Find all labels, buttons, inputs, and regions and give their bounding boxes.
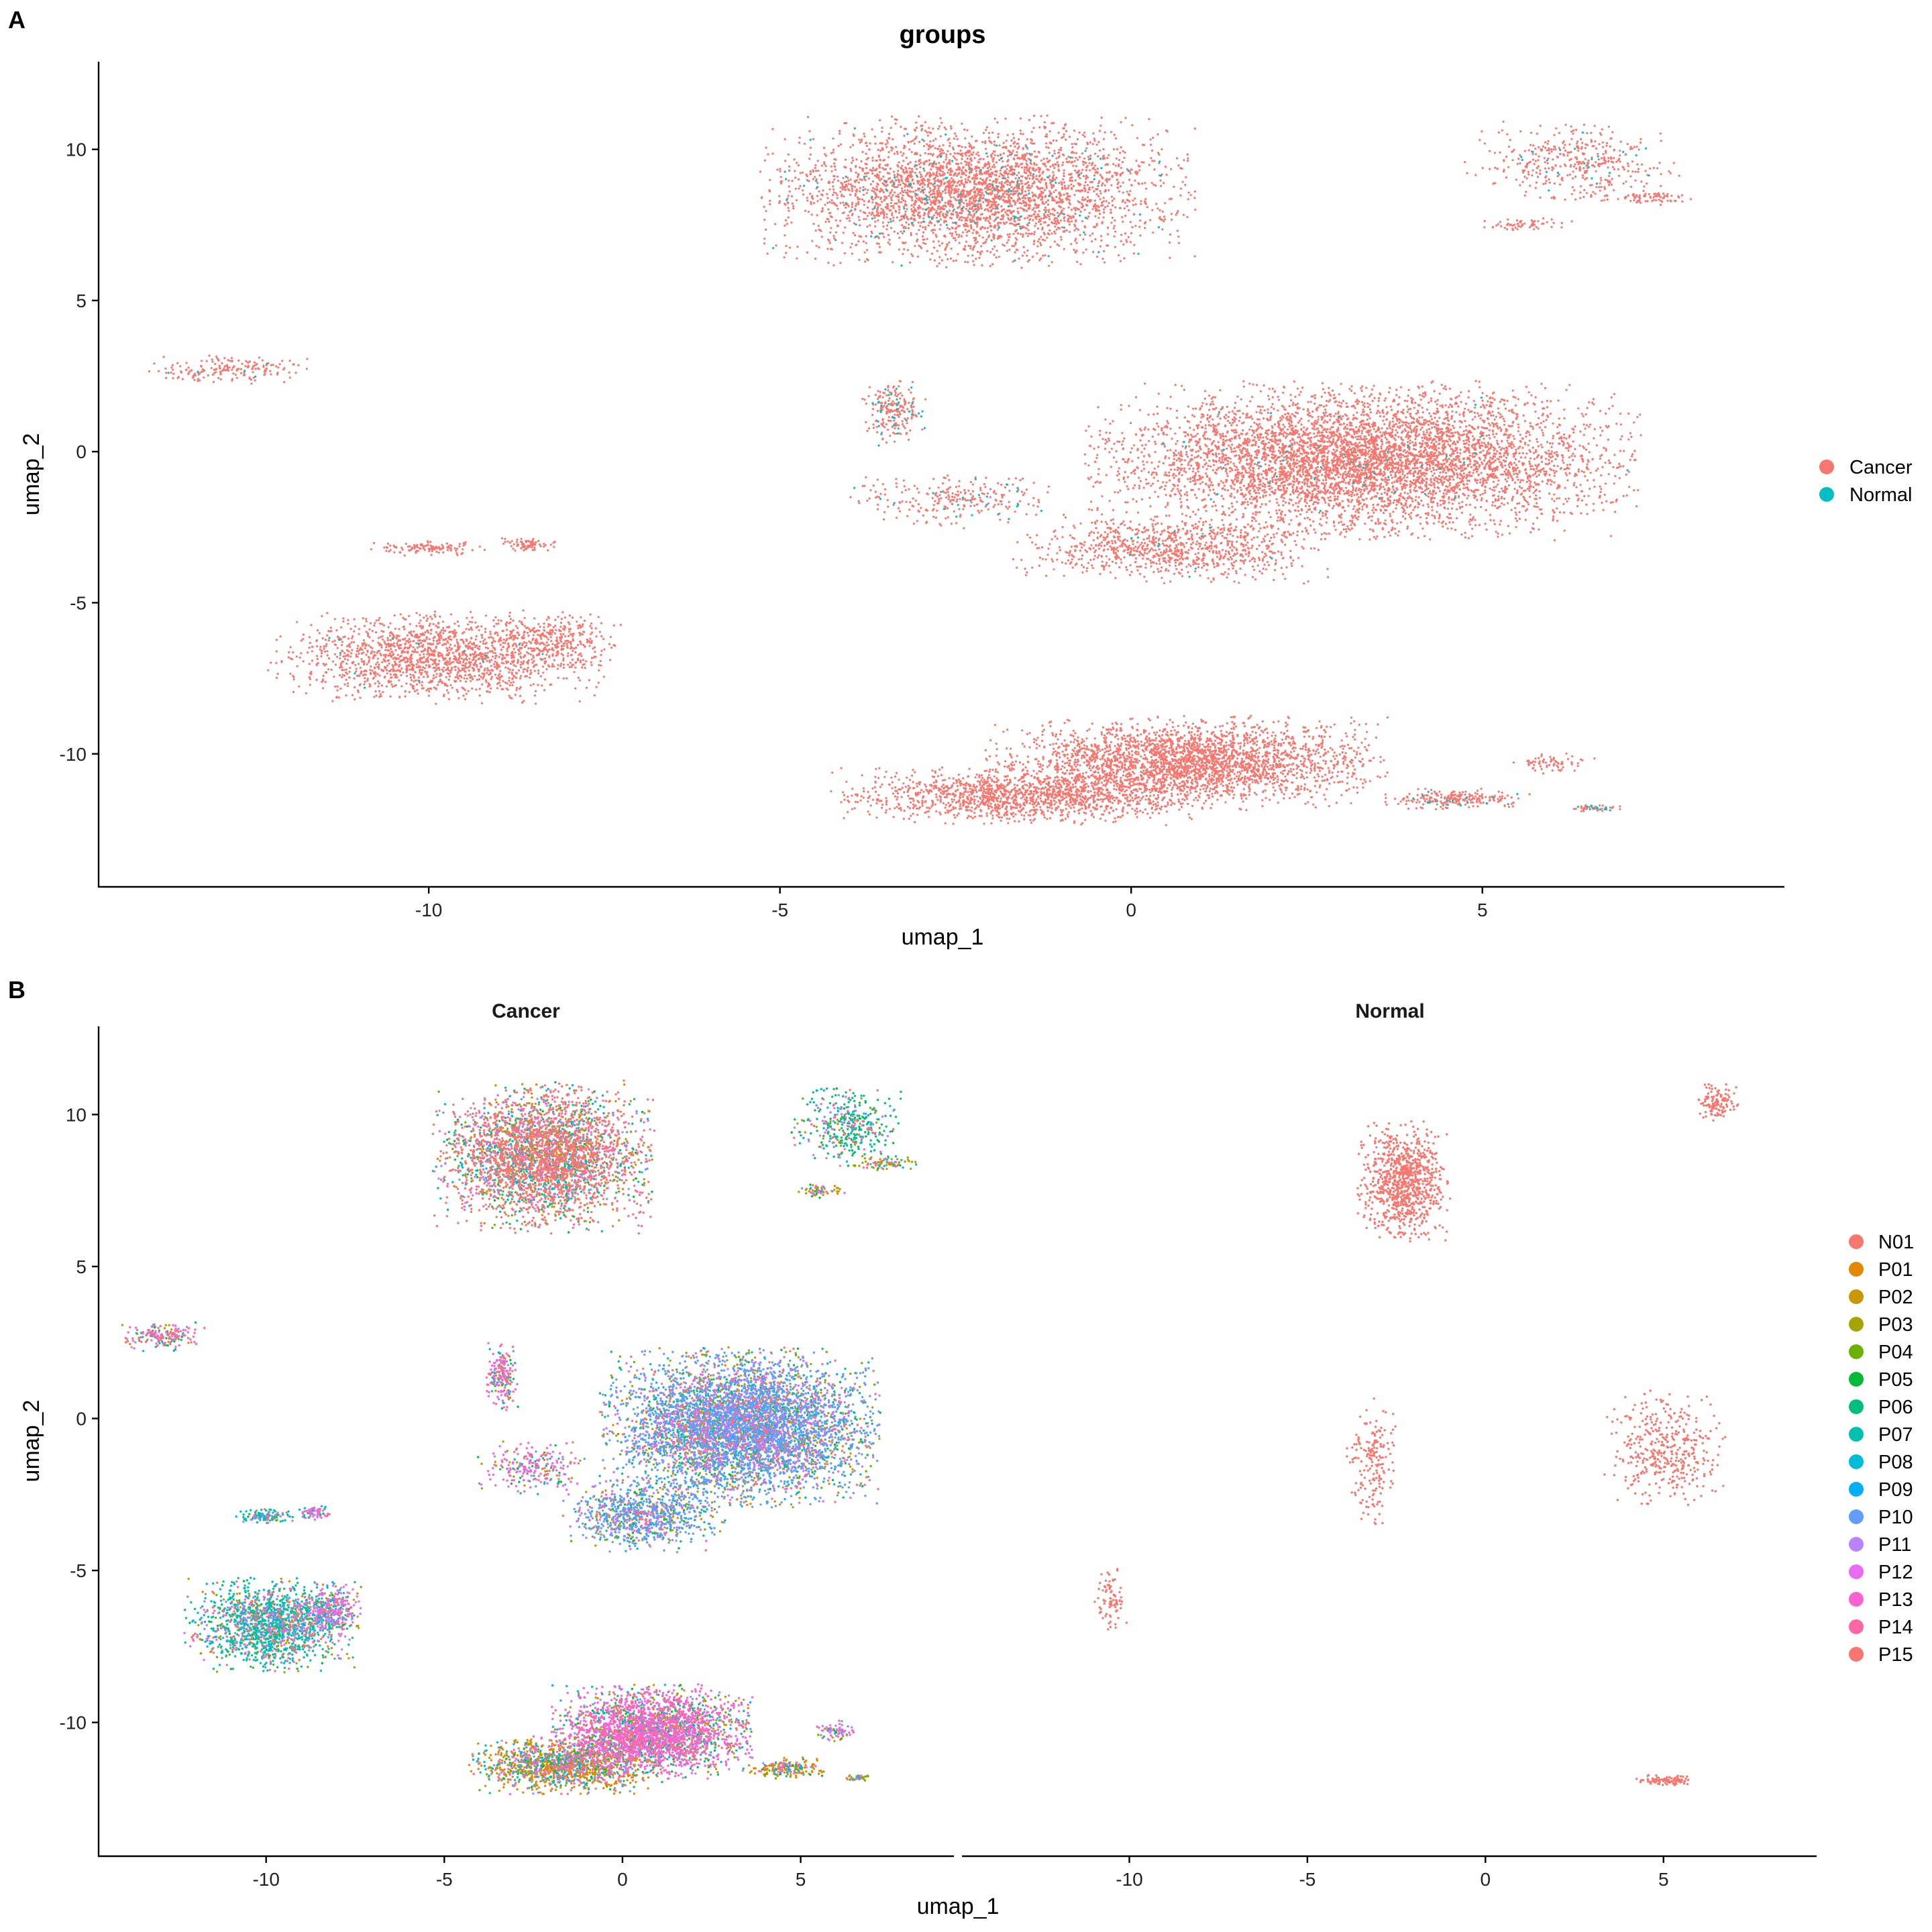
x-tick-label: 0: [617, 1869, 628, 1890]
y-tick-label: 10: [66, 1104, 87, 1125]
x-tick-label: -10: [252, 1869, 279, 1890]
y-tick-label: -5: [70, 1560, 87, 1581]
facet-normal-points: [1093, 1083, 1739, 1786]
legend-label-p11: P11: [1878, 1534, 1911, 1556]
panel-a-ylabel: umap_2: [19, 433, 44, 516]
legend-key-n01: [1849, 1234, 1864, 1249]
legend-label-p05: P05: [1878, 1369, 1913, 1391]
legend-key-p07: [1849, 1427, 1864, 1442]
panel-a-x-ticks: -10 -5 0 5: [415, 887, 1488, 920]
x-tick-label: -5: [771, 900, 788, 920]
y-tick-label: 0: [76, 1409, 87, 1430]
panel-a: A groups -10 -5 0 5 -10 -5 0 5 10 umap_1 umap_2…: [8, 6, 1913, 950]
panel-b-y-ticks: -10 -5 0 5 10: [60, 1104, 99, 1733]
panel-a-title: groups: [900, 21, 986, 49]
legend-key-p14: [1849, 1619, 1864, 1634]
y-tick-label: 0: [76, 441, 87, 462]
x-tick-label: 5: [796, 1869, 806, 1890]
legend-key-p01: [1849, 1262, 1864, 1277]
y-tick-label: -10: [60, 744, 87, 765]
panel-a-legend: Cancer Normal: [1819, 457, 1913, 506]
legend-key-p03: [1849, 1317, 1864, 1332]
legend-label-p03: P03: [1878, 1314, 1913, 1336]
series-n01-points: [1093, 1083, 1739, 1786]
series-p08-points: [135, 1085, 904, 1788]
legend-key-p05: [1849, 1372, 1864, 1387]
facet-strip-normal: Normal: [1355, 1000, 1424, 1022]
series-p13-points: [127, 1095, 898, 1795]
legend-label-p14: P14: [1878, 1617, 1913, 1638]
legend-key-p12: [1849, 1564, 1864, 1579]
panel-b-legend: N01 P01 P02 P03 P04 P05 P06 P07 P08 P09 P10 P11 P12 P…: [1849, 1232, 1914, 1666]
y-tick-label: -10: [60, 1713, 87, 1733]
facet-cancer-points: [121, 1079, 918, 1796]
y-tick-label: -5: [70, 592, 87, 613]
legend-label-n01: N01: [1878, 1232, 1914, 1253]
legend-label-p07: P07: [1878, 1424, 1913, 1446]
panel-a-letter: A: [8, 6, 25, 34]
panel-a-xlabel: umap_1: [902, 924, 984, 950]
panel-a-points: [148, 114, 1693, 826]
series-p01-points: [125, 1083, 906, 1795]
x-tick-label: -5: [436, 1869, 453, 1890]
legend-label-p06: P06: [1878, 1397, 1913, 1418]
legend-label-p13: P13: [1878, 1589, 1913, 1611]
facet-strip-cancer: Cancer: [492, 1000, 560, 1022]
facet-cancer-axes: [97, 1026, 954, 1858]
legend-key-p10: [1849, 1509, 1864, 1524]
x-tick-label: 5: [1658, 1869, 1669, 1890]
legend-key-cancer: [1819, 460, 1834, 474]
facet-cancer-x-ticks: -10 -5 0 5: [252, 1856, 806, 1890]
panel-a-axes: [97, 62, 1784, 888]
panel-b-ylabel: umap_2: [19, 1400, 44, 1483]
x-tick-label: -10: [1116, 1869, 1142, 1890]
y-tick-label: 5: [76, 290, 87, 311]
legend-label-p15: P15: [1878, 1644, 1913, 1666]
panel-a-y-ticks: -10 -5 0 5 10: [60, 140, 99, 765]
y-tick-label: 10: [66, 140, 87, 160]
legend-label-normal: Normal: [1849, 484, 1912, 506]
legend-label-p08: P08: [1878, 1452, 1913, 1473]
panel-b-letter: B: [8, 976, 25, 1004]
legend-key-p13: [1849, 1592, 1864, 1607]
x-tick-label: 0: [1126, 900, 1136, 920]
legend-label-p12: P12: [1878, 1562, 1913, 1583]
legend-key-p09: [1849, 1482, 1864, 1497]
legend-label-p04: P04: [1878, 1342, 1913, 1363]
x-tick-label: 5: [1477, 900, 1488, 920]
panel-b: B Cancer Normal -10 -5 0 5 -10 -5 0 5 -10 -5 0 5 1…: [8, 976, 1914, 1919]
legend-label-p01: P01: [1878, 1259, 1913, 1281]
legend-label-cancer: Cancer: [1849, 457, 1913, 478]
series-cancer-points: [148, 114, 1693, 826]
legend-label-p09: P09: [1878, 1479, 1913, 1501]
x-tick-label: -10: [415, 900, 442, 920]
legend-key-p04: [1849, 1344, 1864, 1359]
legend-key-p02: [1849, 1289, 1864, 1304]
panel-b-xlabel: umap_1: [917, 1894, 1000, 1919]
legend-key-p11: [1849, 1537, 1864, 1552]
legend-key-p08: [1849, 1454, 1864, 1469]
x-tick-label: 0: [1481, 1869, 1491, 1890]
facet-normal-x-ticks: -10 -5 0 5: [1116, 1856, 1669, 1890]
y-tick-label: 5: [76, 1256, 87, 1277]
x-tick-label: -5: [1299, 1869, 1316, 1890]
legend-label-p02: P02: [1878, 1287, 1913, 1308]
series-p15-points: [160, 1079, 900, 1795]
legend-key-p06: [1849, 1399, 1864, 1414]
legend-label-p10: P10: [1878, 1507, 1913, 1528]
series-p07-points: [140, 1086, 902, 1790]
legend-key-normal: [1819, 487, 1834, 502]
legend-key-p15: [1849, 1647, 1864, 1662]
series-normal-points: [167, 127, 1650, 812]
